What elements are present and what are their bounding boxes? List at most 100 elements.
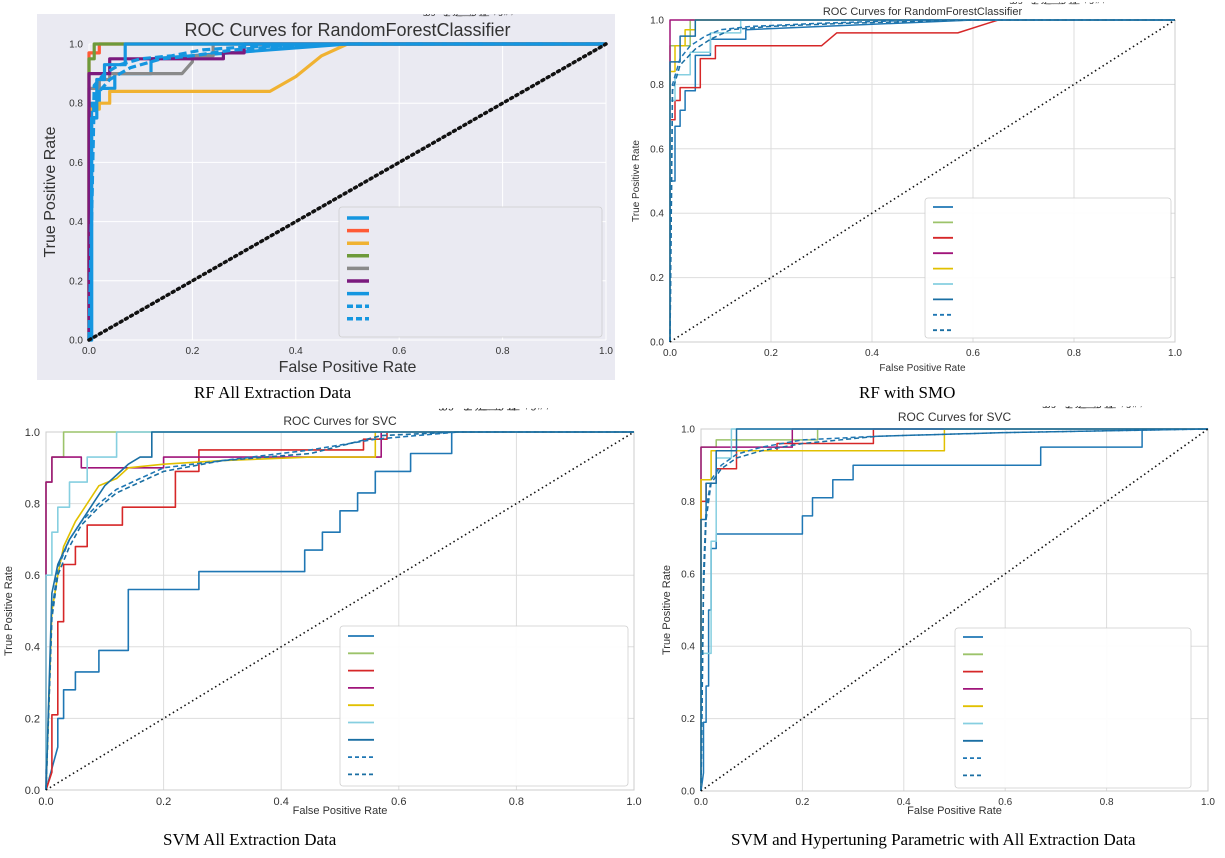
y-tick-label: 0.6 [650, 144, 664, 155]
x-tick-label: 0.0 [663, 348, 677, 359]
y-tick-label: 0.4 [25, 642, 40, 654]
roc-chart-svm-tuned: 0.0 0.2 0.4 0.6 0.8 1.0 0.0 0.2 0.4 0.6 0.8 1.0 ROC … [658, 398, 1225, 820]
roc-curve-rice-blast [45, 431, 634, 791]
y-tick-label: 0.8 [681, 497, 695, 508]
roc-curve-bacterial-leaf-blight [45, 431, 634, 791]
roc-curve-healthy-rice-plant [700, 428, 1208, 791]
y-tick-label: 0.2 [25, 713, 40, 725]
roc-curve-grassy-stunt-virus [45, 431, 634, 790]
x-tick-label: 1.0 [1201, 797, 1215, 808]
x-tick-label: 0.8 [509, 796, 524, 808]
y-axis-label: True Positive Rate [42, 126, 59, 257]
roc-curve-healthy-rice-plant [669, 19, 1175, 342]
roc-curve-diagonal [669, 19, 1176, 343]
y-tick-label: 0.2 [69, 276, 83, 287]
roc-curve-rice-false-smut [669, 19, 1175, 342]
legend-entry: macro-average ROC curve, AUC = 0.99 [959, 2, 1127, 5]
y-tick-label: 1.0 [681, 425, 695, 436]
roc-curve-micro [87, 42, 606, 341]
chart-panel-svm-all: 0.0 0.2 0.4 0.6 0.8 1.0 0.0 0.2 0.4 0.6 0.8 1.0 ROC … [0, 399, 650, 820]
y-tick-label: 0.0 [69, 336, 83, 347]
x-tick-label: 0.2 [156, 796, 171, 808]
roc-curve-rice-blast [669, 19, 1175, 342]
legend: ROC of class rice_blast, AUC = 0.97ROC o… [924, 0, 1172, 339]
legend-entry: macro-average ROC curve, AUC = 0.97 [989, 406, 1166, 409]
roc-chart-rf-smo: 0.0 0.2 0.4 0.6 0.8 1.0 0.0 0.2 0.4 0.6 0.8 1.0 ROC … [625, 0, 1195, 380]
x-tick-label: 0.2 [764, 348, 778, 359]
roc-curve-macro [669, 19, 1175, 343]
legend-entry: ROC of class rice_blast, AUC = 0.97 [959, 2, 1112, 5]
x-tick-label: 0.6 [998, 797, 1012, 808]
y-tick-label: 0.2 [650, 273, 664, 284]
x-tick-label: 0.0 [82, 346, 96, 357]
x-axis-label: False Positive Rate [293, 805, 388, 817]
y-tick-label: 0.8 [650, 80, 664, 91]
x-tick-label: 1.0 [626, 796, 641, 808]
x-axis-label: False Positive Rate [879, 363, 966, 374]
y-tick-label: 0.6 [25, 570, 40, 582]
y-axis-label: True Positive Rate [631, 140, 642, 222]
chart-panel-svm-tuned: 0.0 0.2 0.4 0.6 0.8 1.0 0.0 0.2 0.4 0.6 0.8 1.0 ROC … [658, 398, 1225, 820]
roc-curve-healthy-rice-plant [45, 431, 634, 791]
y-tick-label: 0.8 [69, 99, 83, 110]
chart-title: ROC Curves for SVC [898, 410, 1012, 424]
roc-curve-diagonal [700, 428, 1209, 792]
x-axis-label: False Positive Rate [907, 805, 1002, 817]
x-tick-label: 0.2 [795, 797, 809, 808]
roc-curve-rice-false-smut [45, 431, 634, 790]
x-tick-label: 1.0 [599, 346, 613, 357]
x-tick-label: 0.6 [392, 346, 406, 357]
x-tick-label: 0.8 [496, 346, 510, 357]
legend-entry: macro-average ROC curve, AUC = 0.98 [375, 14, 534, 16]
legend-box [954, 627, 1192, 789]
roc-curve-rice-blast [700, 428, 1208, 792]
chart-title: ROC Curves for RandomForestClassifier [184, 20, 510, 40]
legend-box [339, 625, 629, 787]
y-tick-label: 0.6 [681, 569, 695, 580]
legend-box [338, 206, 603, 338]
legend-entry: micro-average ROC curve, AUC = 0.99 [959, 2, 1123, 5]
legend-entry: ROC of class healthy_rice_plant, AUC = 1… [959, 2, 1149, 5]
x-tick-label: 0.4 [289, 346, 303, 357]
x-axis-label: False Positive Rate [279, 359, 417, 376]
chart-title: ROC Curves for SVC [283, 414, 397, 428]
caption-svm-all: SVM All Extraction Data [163, 830, 337, 849]
x-tick-label: 0.8 [1100, 797, 1114, 808]
y-tick-label: 0.4 [69, 217, 83, 228]
chart-title: ROC Curves for RandomForestClassifier [823, 6, 1023, 18]
legend-entry: ROC of class bacterial_leaf_blight, AUC … [959, 2, 1156, 5]
legend-box [924, 197, 1172, 339]
x-tick-label: 0.0 [38, 796, 53, 808]
roc-chart-rf-all: 0.0 0.2 0.4 0.6 0.8 1.0 0.0 0.2 0.4 0.6 0.8 1.0 ROC … [37, 6, 615, 380]
roc-curve-micro [45, 431, 634, 791]
caption-rf-smo: RF with SMO [859, 383, 956, 402]
legend-entry: ROC of class sheath_blight, AUC = 1.00 [959, 2, 1128, 5]
x-tick-label: 0.4 [897, 797, 911, 808]
y-tick-label: 0.0 [650, 338, 664, 349]
chart-panel-rf-all: 0.0 0.2 0.4 0.6 0.8 1.0 0.0 0.2 0.4 0.6 0.8 1.0 ROC … [37, 6, 615, 380]
y-tick-label: 1.0 [69, 40, 83, 51]
y-tick-label: 1.0 [25, 427, 40, 439]
x-tick-label: 0.6 [966, 348, 980, 359]
legend-entry: ROC of class rice_false_smut, AUC = 0.99 [959, 2, 1138, 5]
x-tick-label: 0.6 [391, 796, 406, 808]
roc-curve-macro [87, 42, 606, 341]
roc-curve-sheath-blight [45, 431, 634, 791]
y-tick-label: 0.8 [25, 498, 40, 510]
roc-chart-svm-all: 0.0 0.2 0.4 0.6 0.8 1.0 0.0 0.2 0.4 0.6 0.8 1.0 ROC … [0, 399, 650, 820]
y-tick-label: 0.4 [650, 209, 664, 220]
x-tick-label: 0.2 [185, 346, 199, 357]
y-tick-label: 0.0 [681, 787, 695, 798]
y-axis-label: True Positive Rate [3, 566, 15, 656]
x-tick-label: 0.0 [694, 797, 708, 808]
roc-curve-macro [700, 428, 1209, 792]
y-tick-label: 0.4 [681, 642, 695, 653]
roc-curve-bacterial-leaf-blight [669, 19, 1175, 342]
roc-curve-rice-false-smut [700, 428, 1208, 791]
y-tick-label: 0.0 [25, 785, 40, 797]
roc-curve-macro [45, 431, 634, 791]
legend-entry: macro-average ROC curve, AUC = 0.92 [380, 408, 574, 411]
chart-panel-rf-smo: 0.0 0.2 0.4 0.6 0.8 1.0 0.0 0.2 0.4 0.6 0.8 1.0 ROC … [625, 0, 1195, 380]
y-tick-label: 0.2 [681, 714, 695, 725]
caption-rf-all: RF All Extraction Data [194, 383, 352, 402]
